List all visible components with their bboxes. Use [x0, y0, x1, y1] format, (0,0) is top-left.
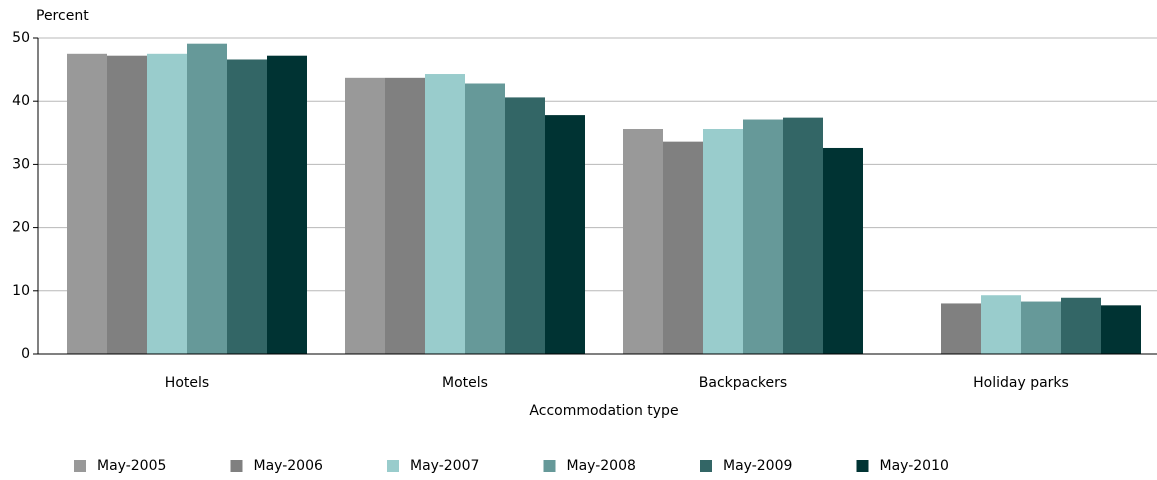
legend-label: May-2009 — [723, 458, 792, 474]
bar — [1021, 301, 1061, 354]
y-tick-label: 30 — [12, 156, 30, 172]
y-axis-label: Percent — [36, 8, 89, 24]
legend-marker — [74, 460, 86, 472]
legend-label: May-2010 — [880, 458, 949, 474]
legend-marker — [230, 460, 243, 472]
x-tick-label: Hotels — [165, 375, 209, 391]
bar — [703, 129, 743, 354]
bar — [823, 147, 863, 354]
legend-marker — [387, 460, 399, 472]
x-axis-label: Accommodation type — [529, 403, 678, 419]
y-tick-label: 40 — [12, 93, 30, 109]
legend-label: May-2008 — [567, 458, 636, 474]
bar — [267, 55, 307, 355]
bar — [783, 117, 823, 354]
legend-label: May-2006 — [254, 458, 323, 474]
x-tick-label: Backpackers — [699, 375, 787, 391]
x-tick-label: Motels — [442, 375, 488, 391]
y-tick-label: 0 — [21, 346, 30, 362]
bar — [187, 43, 227, 355]
bar — [1061, 297, 1101, 354]
bar — [505, 97, 545, 355]
bar — [385, 77, 425, 354]
bar — [663, 141, 703, 354]
bar — [227, 59, 267, 354]
bar — [107, 55, 147, 355]
bar — [623, 129, 663, 354]
legend-label: May-2005 — [97, 458, 166, 474]
legend-marker — [856, 460, 869, 472]
bar — [1101, 305, 1141, 354]
bar — [941, 303, 981, 354]
bar — [147, 53, 187, 355]
y-tick-label: 10 — [12, 283, 30, 299]
bar — [743, 119, 783, 354]
legend-marker — [543, 460, 556, 472]
bar — [345, 77, 385, 354]
bar — [545, 115, 585, 354]
bar — [465, 83, 505, 354]
legend-marker — [700, 460, 712, 472]
bar — [981, 295, 1021, 354]
legend-label: May-2007 — [410, 458, 479, 474]
x-tick-label: Holiday parks — [973, 375, 1069, 391]
y-tick-label: 20 — [12, 220, 30, 236]
bar — [67, 53, 107, 355]
bar — [425, 74, 465, 355]
y-tick-label: 50 — [12, 30, 30, 46]
